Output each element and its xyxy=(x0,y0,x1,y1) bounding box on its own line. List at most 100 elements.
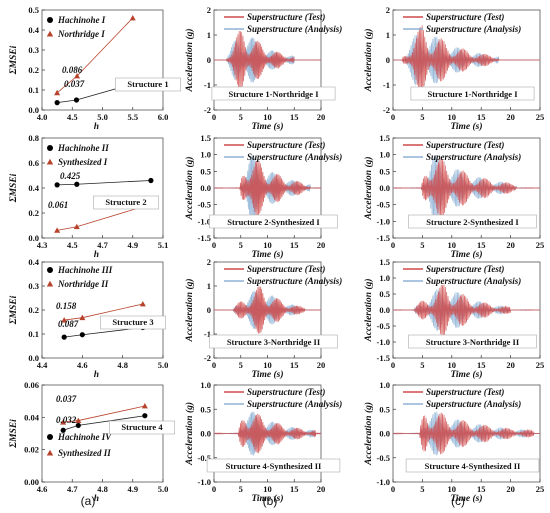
x-axis-label: Time (s) xyxy=(450,121,482,132)
legend-label: Superstructure (Test) xyxy=(426,387,504,397)
x-tick-label: 15 xyxy=(477,484,486,494)
test-series xyxy=(392,25,540,95)
legend-marker xyxy=(47,267,53,273)
y-tick-label: -1.5 xyxy=(377,353,390,363)
data-point xyxy=(60,427,66,433)
y-tick-label: 0.5 xyxy=(200,404,211,414)
y-tick-label: -1.0 xyxy=(377,477,390,487)
test-series xyxy=(392,284,541,336)
data-point xyxy=(75,422,81,429)
y-tick-label: 0.4 xyxy=(28,257,39,267)
y-tick-label: 0.0 xyxy=(28,105,39,115)
x-tick-label: 5.0 xyxy=(158,360,169,370)
data-point xyxy=(74,73,81,79)
x-axis-label: h xyxy=(94,250,99,260)
x-tick-label: 5 xyxy=(239,112,243,122)
x-tick-label: 0 xyxy=(391,484,395,494)
x-axis-label: Time (s) xyxy=(450,369,482,380)
charts-layer: 4.0 4.5 5.0 5.5 6.00.00.10.20.30.40.5ΣMSEihH… xyxy=(9,5,544,504)
x-tick-label: 10 xyxy=(448,484,457,494)
y-axis-label: ΣMSEi xyxy=(9,173,19,203)
legend-label: Superstructure (Test) xyxy=(247,264,325,274)
x-tick-label: 4.0 xyxy=(37,112,48,122)
value-annotation: 0.061 xyxy=(48,200,68,210)
value-annotation: 0.032 xyxy=(56,415,77,425)
x-tick-label: 10 xyxy=(448,360,457,370)
y-tick-label: 1.5 xyxy=(200,133,211,143)
x-tick-label: 5.5 xyxy=(127,112,138,122)
legend-label: Superstructure (Test) xyxy=(426,12,504,22)
structure-label: Structure 1-Northridge I xyxy=(427,89,518,99)
y-tick-label: 1.0 xyxy=(200,150,211,160)
structure-box xyxy=(405,458,540,473)
structure-label: Structure 3-Northridge II xyxy=(227,337,321,347)
x-axis-label: h xyxy=(94,370,99,380)
y-tick-label: 0.2 xyxy=(28,305,39,315)
legend-label: Northridge II xyxy=(57,279,109,289)
chart-6: 0 5 10 15 20 25 -1.5 -1.0 -0.5 0.0 0.5 1.0 1.5 Accele… xyxy=(363,133,544,260)
x-tick-label: 15 xyxy=(477,360,486,370)
y-tick-label: 0.3 xyxy=(28,45,39,55)
structure-box xyxy=(206,458,341,473)
data-point xyxy=(129,15,136,21)
y-tick-label: 0.2 xyxy=(28,65,39,75)
y-tick-label: -1.0 xyxy=(198,216,211,226)
x-tick-label: 15 xyxy=(290,484,299,494)
x-tick-label: 15 xyxy=(290,112,299,122)
x-tick-label: 25 xyxy=(536,360,545,370)
y-tick-label: 0.06 xyxy=(24,380,39,390)
x-tick-label: 15 xyxy=(290,360,299,370)
data-point xyxy=(141,403,148,409)
y-tick-label: -1.0 xyxy=(198,477,211,487)
legend-label: Superstructure (Analysis) xyxy=(247,24,342,34)
legend-label: Superstructure (Test) xyxy=(426,140,504,150)
chart-8: 0 5 10 15 20 -2 -1 0 1 2 Acceleration (g) Time (s) S… xyxy=(184,257,342,380)
x-tick-label: 0 xyxy=(212,112,216,122)
y-tick-label: 1.0 xyxy=(379,273,390,283)
y-tick-label: -0.5 xyxy=(377,200,390,210)
x-tick-label: 0 xyxy=(391,240,395,250)
data-point xyxy=(79,332,85,338)
y-tick-label: 1.5 xyxy=(379,257,390,267)
data-point xyxy=(60,419,67,425)
data-point xyxy=(54,182,60,188)
legend-marker xyxy=(46,280,54,287)
x-tick-label: 20 xyxy=(506,112,515,122)
x-tick-label: 10 xyxy=(263,240,272,250)
x-axis-label: h xyxy=(94,494,99,504)
y-tick-label: 0.0 xyxy=(379,305,390,315)
x-tick-label: 20 xyxy=(317,360,326,370)
x-axis-label: Time (s) xyxy=(251,249,283,260)
structure-box xyxy=(100,315,166,330)
x-tick-label: 25 xyxy=(536,484,545,494)
legend-label: Superstructure (Analysis) xyxy=(247,399,342,409)
legend-label: Superstructure (Test) xyxy=(426,264,504,274)
y-tick-label: 0.1 xyxy=(28,85,39,95)
chart-11: 0 5 10 15 20 -1.0 -0.5 0.0 0.5 1.0 Acceleration (g… xyxy=(184,380,342,504)
x-tick-label: 5 xyxy=(239,360,243,370)
x-tick-label: 4.3 xyxy=(37,240,48,250)
x-tick-label: 4.6 xyxy=(77,360,88,370)
legend-marker xyxy=(47,17,53,23)
structure-box xyxy=(408,214,537,229)
x-axis-label: h xyxy=(94,122,99,132)
x-tick-label: 10 xyxy=(263,112,272,122)
y-tick-label: 1.0 xyxy=(379,150,390,160)
legend-label: Superstructure (Analysis) xyxy=(426,152,521,162)
y-tick-label: 0.0 xyxy=(28,233,39,243)
y-tick-label: -1.0 xyxy=(377,337,390,347)
legend-label: Superstructure (Test) xyxy=(247,140,325,150)
x-tick-label: 5 xyxy=(420,112,424,122)
x-tick-label: 0 xyxy=(391,360,395,370)
y-tick-label: -1.5 xyxy=(198,233,211,243)
value-annotation: 0.425 xyxy=(60,171,81,181)
data-point xyxy=(61,334,67,340)
legend-marker xyxy=(47,434,53,440)
chart-2: 0 5 10 15 20 -2 -1 0 1 2 Acceleration (g) Time (s) S… xyxy=(184,5,342,132)
data-point xyxy=(54,100,60,106)
y-tick-label: 0.5 xyxy=(200,166,211,176)
y-axis-label: Acceleration (g) xyxy=(184,28,195,92)
structure-box xyxy=(408,334,537,349)
x-tick-label: 15 xyxy=(290,240,299,250)
data-point xyxy=(54,227,61,233)
